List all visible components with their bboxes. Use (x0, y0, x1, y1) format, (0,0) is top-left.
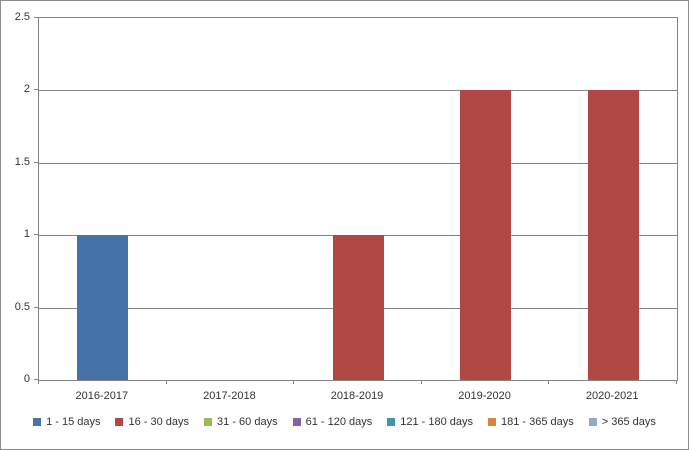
x-axis-tick (676, 380, 677, 384)
legend-item: 181 - 365 days (488, 416, 574, 428)
legend-swatch (204, 418, 213, 426)
y-axis-tick (34, 17, 38, 18)
bar (460, 90, 512, 380)
y-tick-label: 1.5 (14, 155, 30, 168)
legend-swatch (588, 418, 597, 426)
y-tick-label: 0 (23, 373, 30, 385)
legend-item: 121 - 180 days (387, 416, 473, 428)
y-tick-label: 0.5 (14, 300, 30, 313)
bar (332, 235, 384, 380)
legend-swatch (488, 418, 497, 426)
x-category-label: 2018-2019 (330, 390, 384, 402)
x-axis-tick (165, 380, 167, 384)
x-category-label: 2019-2020 (458, 390, 511, 402)
legend: 1 - 15 days 16 - 30 days 31 - 60 days 61 - … (1, 416, 688, 428)
legend-item: > 365 days (588, 416, 656, 428)
legend-swatch (33, 418, 42, 426)
x-category-label: 2017-2018 (203, 390, 256, 402)
bar (587, 90, 639, 380)
gridline (39, 162, 677, 164)
gridline (39, 90, 677, 92)
y-axis-tick (34, 234, 38, 236)
x-category-label: 2016-2017 (75, 390, 129, 402)
y-axis-tick (34, 379, 38, 380)
plot-area (38, 17, 678, 381)
x-axis-tick (38, 380, 39, 384)
legend-label: 121 - 180 days (400, 416, 474, 428)
legend-item: 16 - 30 days (115, 416, 189, 428)
y-tick-label: 2 (23, 83, 30, 96)
legend-item: 31 - 60 days (204, 416, 278, 428)
legend-swatch (292, 418, 301, 426)
legend-label: 31 - 60 days (217, 416, 278, 428)
legend-swatch (387, 418, 396, 426)
x-category-label: 2020-2021 (585, 390, 639, 402)
legend-label: 61 - 120 days (305, 416, 373, 428)
legend-item: 61 - 120 days (292, 416, 373, 428)
x-axis-tick (420, 380, 422, 384)
legend-label: 181 - 365 days (501, 416, 574, 428)
y-axis-tick (34, 306, 38, 308)
legend-label: > 365 days (601, 416, 656, 428)
legend-swatch (115, 418, 124, 426)
bar (77, 235, 129, 380)
y-tick-label: 2.5 (14, 11, 30, 23)
y-tick-label: 1 (23, 228, 30, 241)
legend-item: 1 - 15 days (33, 416, 100, 428)
y-axis-tick (34, 89, 38, 91)
legend-label: 1 - 15 days (46, 416, 101, 428)
x-axis-tick (293, 380, 295, 384)
legend-label: 16 - 30 days (128, 416, 190, 428)
x-axis-tick (548, 380, 550, 384)
y-axis-tick (34, 161, 38, 163)
